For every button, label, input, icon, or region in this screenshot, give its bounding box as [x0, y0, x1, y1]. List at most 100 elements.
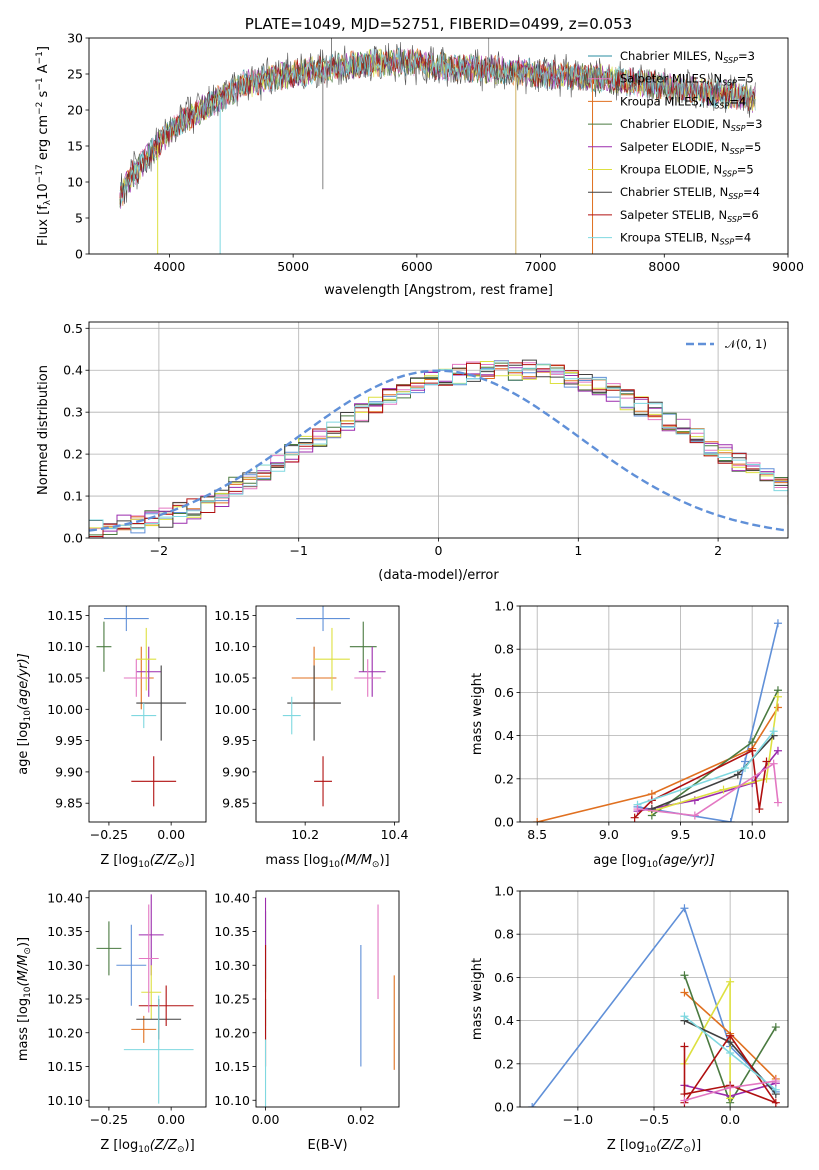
y-tick-label: 10.05	[214, 671, 250, 686]
x-label-part: age [log	[593, 853, 646, 868]
x-tick-label: −1	[289, 543, 307, 558]
ticks: 8.5 9.0 9.5 10.0 0.0 0.2 0.4 0.6 0.8 1.0	[494, 599, 766, 843]
axes-frame	[519, 890, 789, 1108]
y-tick-label: 10.25	[47, 992, 83, 1007]
weight-marker	[690, 811, 699, 820]
histogram-series	[89, 359, 788, 538]
legend-suffix: =4	[734, 231, 751, 245]
y-tick-label: 10.30	[47, 958, 83, 973]
y-tick-label: 10.40	[214, 890, 250, 905]
legend-label: Chabrier STELIB, N	[620, 185, 728, 199]
x-label-part: (Z/Z	[150, 853, 178, 868]
x-label-part: (age/yr)]	[658, 853, 715, 868]
y-tick-label: 9.85	[55, 796, 83, 811]
plot-content	[264, 897, 395, 1107]
x-tick-label: −0.25	[90, 827, 128, 842]
legend-subscript: SSP	[720, 238, 735, 247]
weight-marker	[771, 1085, 780, 1094]
weight-marker	[726, 818, 735, 822]
axes-frame	[255, 605, 400, 823]
y-tick-label: 0.6	[494, 685, 514, 700]
x-tick-label: 0.0	[720, 1112, 740, 1127]
legend-label: Kroupa MILES, N	[620, 94, 715, 108]
axes-mass_vs_Z: −0.25 0.00 10.10 10.15 10.20 10.25 10.30 10.35 1…	[16, 890, 207, 1155]
ticks: −1.0 −0.5 0.0 0.0 0.2 0.4 0.6 0.8 1.0	[494, 884, 740, 1128]
x-tick-label: 9000	[772, 259, 804, 274]
x-label-part: (Z/Z	[656, 1138, 684, 1153]
x-label-subscript: 10	[329, 860, 341, 870]
x-tick-label: 0.02	[347, 1112, 375, 1127]
legend-subscript: SSP	[722, 79, 737, 88]
x-tick-label: 5000	[277, 259, 309, 274]
x-axis-label: mass [log10(M/M⊙)]	[265, 853, 389, 870]
legend-label: Kroupa ELODIE, N	[620, 163, 722, 177]
legend: 𝒩(0, 1)	[686, 337, 767, 351]
weight-marker	[769, 727, 778, 736]
normal-curve	[89, 369, 788, 532]
y-label-superscript: −17	[35, 164, 45, 183]
weight-line	[637, 762, 779, 817]
y-tick-label: 10.20	[47, 1025, 83, 1040]
weight-marker	[748, 746, 757, 755]
y-tick-label: 9.85	[222, 796, 250, 811]
legend-subscript: SSP	[715, 101, 730, 110]
axes-mass_vs_ebv: 0.00 0.02 10.10 10.15 10.20 10.25 10.30 10.35 10…	[214, 890, 400, 1153]
y-tick-label: 0.6	[494, 970, 514, 985]
weight-marker	[773, 703, 782, 712]
y-tick-label: 0.5	[63, 321, 83, 336]
legend-entry: Salpeter STELIB, NSSP=6	[620, 208, 759, 224]
y-tick-label: 0.4	[494, 1013, 514, 1028]
x-label-subscript: ⊙	[177, 1145, 185, 1155]
y-axis-label: mass weight	[470, 673, 485, 755]
weight-marker	[733, 770, 742, 779]
weight-marker	[647, 805, 656, 814]
legend-label: Chabrier MILES, N	[620, 49, 723, 63]
weight-marker	[771, 1077, 780, 1086]
x-label-part: (Z/Z	[150, 1138, 178, 1153]
weight-marker	[762, 757, 771, 766]
y-tick-label: 20	[67, 103, 83, 118]
plot-area	[256, 606, 399, 822]
legend-entry: Chabrier STELIB, NSSP=4	[620, 185, 760, 201]
legend-label: Chabrier ELODIE, N	[620, 117, 731, 131]
y-tick-label: 9.90	[222, 764, 250, 779]
y-label-part: s	[36, 90, 51, 101]
y-tick-label: 9.95	[55, 733, 83, 748]
y-tick-label: 10.15	[214, 608, 250, 623]
y-axis-label: Normed distribution	[36, 365, 51, 495]
y-tick-label: 10.40	[47, 890, 83, 905]
x-tick-label: 0	[435, 543, 443, 558]
x-axis-label: wavelength [Angstrom, rest frame]	[324, 283, 553, 298]
y-label-part: ]	[36, 46, 51, 51]
x-tick-label: 0.00	[157, 827, 185, 842]
legend-suffix: =3	[746, 117, 763, 131]
axes-weight_vs_Z: −1.0 −0.5 0.0 0.0 0.2 0.4 0.6 0.8 1.0 Z [log10(Z/…	[470, 884, 789, 1155]
weight-marker	[680, 971, 689, 980]
x-tick-label: 1	[574, 543, 582, 558]
legend-label: Salpeter STELIB, N	[620, 208, 727, 222]
weight-marker	[741, 764, 750, 772]
x-tick-label: 0.00	[157, 1112, 185, 1127]
weight-marker	[630, 813, 639, 822]
x-label-subscript: 10	[138, 1145, 150, 1155]
y-tick-label: 0.2	[63, 447, 83, 462]
histogram-series	[89, 360, 788, 538]
plot-content	[96, 894, 194, 1104]
y-tick-label: 10.30	[214, 958, 250, 973]
axes-frame	[88, 321, 789, 539]
plot-content	[282, 606, 386, 807]
weight-marker	[726, 1083, 735, 1092]
y-tick-label: 5	[75, 211, 83, 226]
y-tick-label: 15	[67, 139, 83, 154]
x-label-part: (M/M	[340, 853, 372, 868]
x-tick-label: 7000	[525, 259, 557, 274]
weight-marker	[680, 1096, 689, 1105]
x-tick-label: −1.0	[563, 1112, 593, 1127]
y-label-part: (age/yr)]	[16, 653, 31, 710]
y-tick-label: 0.3	[63, 405, 83, 420]
weight-marker	[680, 988, 689, 997]
y-tick-label: 0.8	[494, 927, 514, 942]
x-label-part: )]	[185, 1138, 195, 1153]
ticks: 4000 5000 6000 7000 8000 9000 0 5 10 15 20 25 30	[67, 31, 804, 275]
y-tick-label: 10.35	[214, 924, 250, 939]
